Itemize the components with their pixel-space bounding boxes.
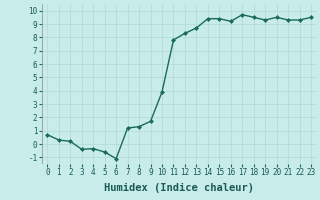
X-axis label: Humidex (Indice chaleur): Humidex (Indice chaleur) — [104, 183, 254, 193]
